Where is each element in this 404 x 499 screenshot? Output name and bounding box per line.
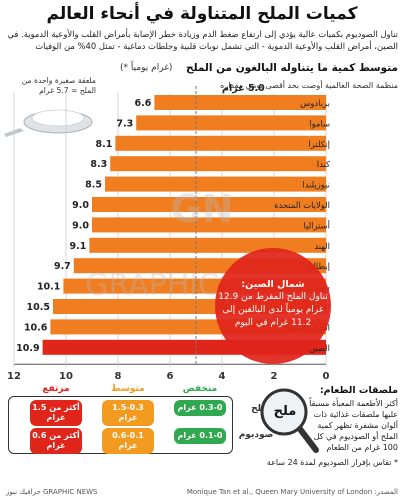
value-label: 9.0: [72, 220, 89, 231]
bar-5: [92, 197, 326, 212]
country-label: أستراليا: [304, 219, 330, 230]
x-tick-label: 0: [323, 371, 330, 380]
spoon-note: ملعقة صغيرة واحدة من الملح = 5.7 غرام: [21, 76, 96, 95]
bar-4: [105, 176, 326, 192]
x-tick-label: 8: [115, 371, 122, 380]
x-tick-label: 10: [59, 371, 73, 380]
china-circle-text: شمال الصين: تناول الملح المفرط من 12.9 غ…: [218, 278, 328, 330]
sodium-medium-cell: 0.6-0.1 غرام: [102, 428, 154, 454]
chart-unit: (غرام يومياً *): [120, 63, 173, 73]
country-label: الولايات المتحدة: [274, 200, 330, 210]
value-label: 9.1: [70, 241, 87, 252]
value-label: 8.5: [85, 180, 102, 191]
col-medium: متوسط: [111, 384, 145, 394]
value-label: 8.1: [96, 139, 113, 150]
bar-0: [154, 95, 326, 110]
bar-chart: 0 2 4 6 8 10 12 بربادوس 6.6 ساموا 7.3 إنكلترا 8.1 كن…: [4, 83, 331, 380]
value-label: 8.3: [90, 159, 107, 170]
chart-title: متوسط كمية ما يتناوله البالغون من الملح: [186, 62, 398, 74]
col-high: مرتفع: [42, 384, 70, 394]
row-sodium-label: صوديوم: [238, 430, 274, 440]
salt-spoon-icon: [4, 109, 93, 137]
country-label: بربادوس: [300, 98, 330, 108]
country-label: ساموا: [309, 118, 330, 128]
x-tick-label: 2: [271, 371, 278, 380]
china-circle-body: تناول الملح المفرط من 12.9 غرام يومياً ل…: [218, 292, 328, 328]
value-label: 10.6: [24, 322, 48, 333]
country-label: الصين: [309, 343, 330, 353]
value-label: 10.1: [37, 282, 60, 293]
value-label: 6.6: [135, 98, 152, 109]
x-tick-label: 6: [167, 371, 174, 380]
labels-title: ملصقات الطعام:: [319, 385, 398, 396]
bar-7: [89, 237, 327, 253]
intro-text: تناول الصوديوم بكميات عالية يؤدي إلى ارت…: [7, 29, 398, 51]
china-circle-heading: شمال الصين:: [241, 279, 305, 290]
measurement-note: * تقاس بإفراز الصوديوم لمدة 24 ساعة: [266, 458, 398, 467]
bar-2: [115, 135, 327, 151]
country-label: إيطاليا: [308, 261, 330, 272]
value-label: 10.5: [27, 302, 50, 313]
sodium-high-cell: أكثر من 0.6 غرام: [30, 428, 82, 454]
value-label: 10.9: [16, 343, 39, 354]
country-label: نيوزيلندا: [302, 180, 330, 190]
magnifier-stamp-text: ملح: [273, 404, 297, 419]
bar-3: [110, 156, 326, 172]
who-limit-label: 5.0 غرام: [222, 83, 265, 94]
value-label: 9.7: [54, 261, 71, 272]
country-label: إنكلترا: [308, 139, 330, 150]
source-credit: Monique Tan et al., Queen Mary Universit…: [186, 488, 398, 496]
value-label: 9.0: [72, 200, 89, 211]
salt-medium-cell: 1.5-0.3 غرام: [102, 400, 154, 426]
country-label: كندا: [317, 159, 330, 169]
labels-text: أكثر الأطعمة المعبأة مسبقاً عليها ملصقات…: [309, 399, 398, 452]
sodium-low-cell: 0.1-0 غرام: [174, 428, 226, 444]
x-tick-label: 12: [7, 371, 21, 380]
country-label: الهند: [314, 241, 330, 251]
value-label: 7.3: [116, 118, 133, 129]
who-note: منظمة الصحة العالمية أوصت بحد أقصى يومي …: [220, 81, 398, 90]
china-highlight-circle: [215, 248, 331, 364]
salt-high-cell: أكثر من 1.5 غرام: [30, 400, 82, 426]
bar-6: [92, 217, 326, 233]
col-low: منخفض: [182, 384, 218, 394]
x-tick-label: 4: [219, 371, 226, 380]
publisher-credit: GRAPHIC NEWS جرافيك نيوز: [6, 488, 98, 496]
salt-low-cell: 0.3-0 غرام: [174, 400, 226, 416]
page-title: كميات الملح المتناولة في أنحاء العالم: [46, 4, 358, 24]
svg-text:GN: GN: [171, 187, 234, 231]
row-salt-label: ملح: [251, 404, 267, 414]
bar-1: [136, 115, 326, 131]
magnifier-icon: [260, 388, 319, 453]
